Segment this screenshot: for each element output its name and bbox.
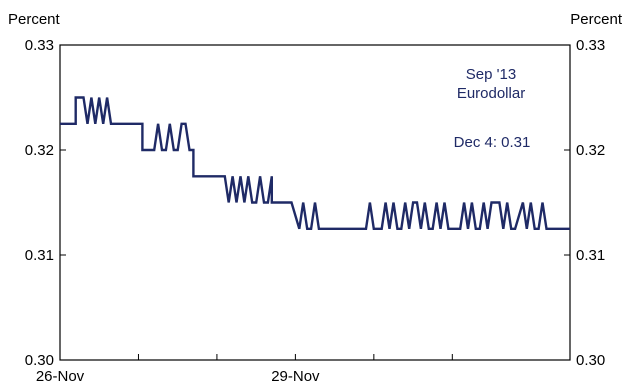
right-y-tick-label: 0.32	[576, 142, 605, 159]
x-axis-ticks: 26-Nov 29-Nov	[36, 354, 453, 385]
series-annotation-line1: Sep '13	[466, 66, 516, 83]
x-tick-label: 26-Nov	[36, 368, 85, 385]
left-y-tick-labels: 0.30 0.31 0.32 0.33	[25, 37, 66, 369]
series-line-sep13-eurodollar	[60, 96, 570, 231]
y-axis-label-right: Percent	[570, 11, 623, 28]
left-y-tick-label: 0.31	[25, 247, 54, 264]
series-annotation-line2: Eurodollar	[457, 85, 525, 102]
x-tick-label: 29-Nov	[271, 368, 320, 385]
y-axis-label-left: Percent	[8, 11, 61, 28]
right-y-tick-label: 0.33	[576, 37, 605, 54]
right-y-tick-label: 0.30	[576, 352, 605, 369]
left-y-tick-label: 0.32	[25, 142, 54, 159]
right-y-tick-label: 0.31	[576, 247, 605, 264]
plot-frame	[59, 44, 571, 361]
right-y-tick-labels: 0.30 0.31 0.32 0.33	[564, 37, 605, 369]
left-y-tick-label: 0.33	[25, 37, 54, 54]
left-y-tick-label: 0.30	[25, 352, 54, 369]
latest-value-annotation: Dec 4: 0.31	[454, 134, 531, 151]
